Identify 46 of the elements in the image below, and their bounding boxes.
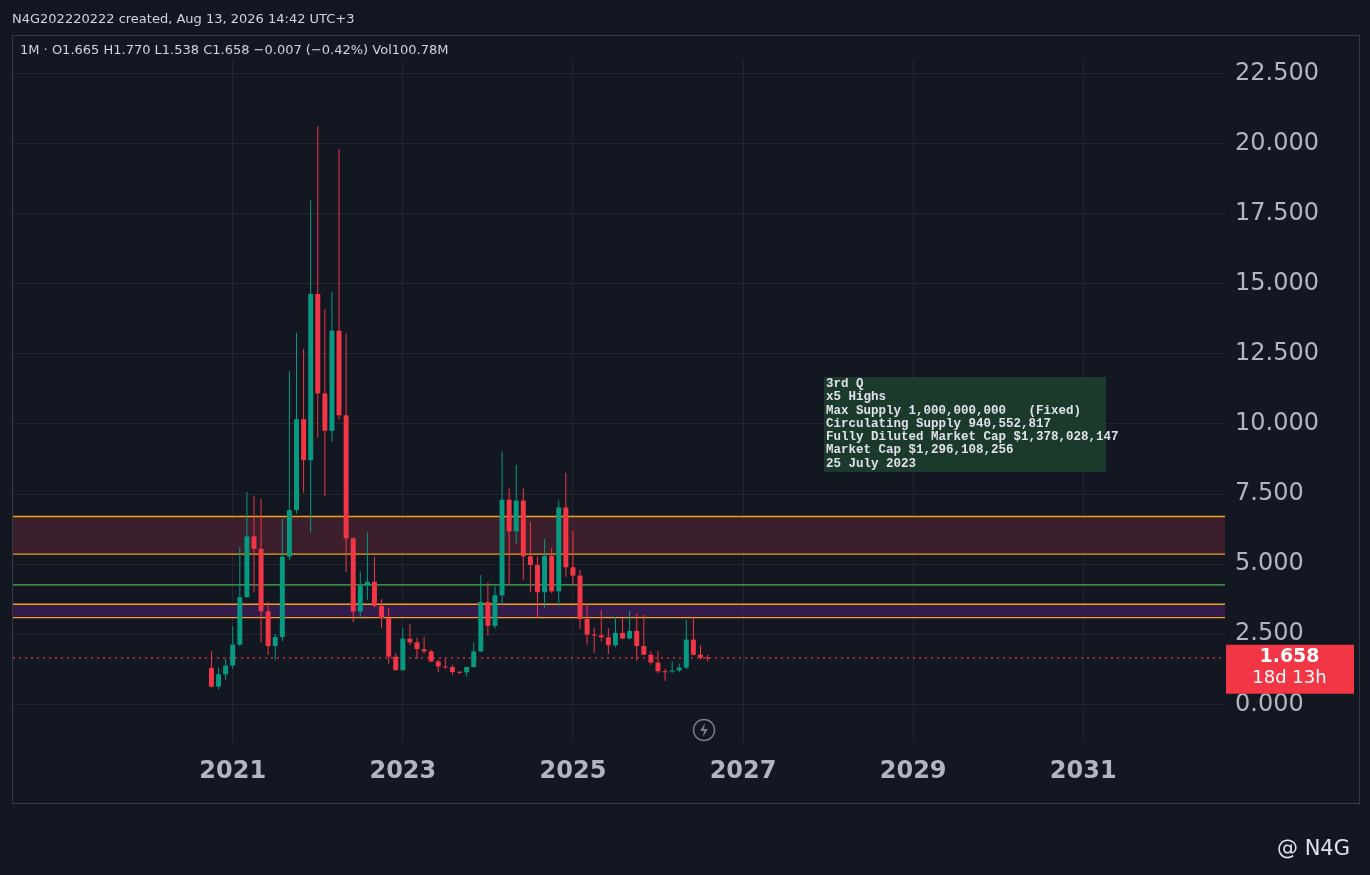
annotation: Fully Diluted Market Cap $1,378,028,147	[826, 430, 1119, 445]
candlestick	[230, 625, 236, 670]
annotation: Circulating Supply 940,552,817	[826, 416, 1052, 431]
candlestick	[527, 521, 533, 593]
y-tick-label: 17.500	[1235, 197, 1319, 226]
annotation: x5 Highs	[826, 390, 887, 405]
y-tick-label: 5.000	[1235, 548, 1304, 577]
chart-title: N4G202220222 created, Aug 13, 2026 14:42 UTC+3	[12, 11, 355, 26]
y-tick-label: 22.500	[1235, 57, 1319, 86]
candlestick	[584, 603, 590, 646]
y-tick-label: 12.500	[1235, 338, 1319, 367]
candlestick	[471, 641, 477, 669]
candlestick	[641, 614, 647, 656]
y-tick-label: 7.500	[1235, 478, 1304, 507]
x-tick-label: 2025	[539, 755, 607, 784]
x-tick-label: 2023	[369, 755, 437, 784]
annotation: 3rd Q	[826, 377, 864, 391]
candlestick	[612, 616, 618, 648]
candlestick	[421, 636, 427, 655]
candlestick	[598, 609, 604, 642]
candlestick	[272, 633, 278, 662]
candlestick	[485, 582, 491, 636]
candlestick	[570, 530, 576, 586]
text: @ N4G	[1276, 836, 1350, 860]
y-tick-label: 15.000	[1235, 268, 1319, 297]
candlestick	[648, 650, 654, 666]
candlestick	[662, 668, 668, 682]
candlestick	[379, 598, 385, 629]
annotation: Max Supply 1,000,000,000 (Fixed)	[826, 403, 1082, 418]
candlestick	[627, 610, 633, 640]
candlestick	[223, 657, 229, 681]
x-tick-label: 2031	[1049, 755, 1117, 784]
chart-subtitle: 1M · O1.665 H1.770 L1.538 C1.658 −0.007 (−0.42%) Vol100.78M	[20, 42, 449, 57]
candlestick	[690, 616, 696, 657]
candlestick	[591, 627, 597, 654]
x-tick-label: 2029	[879, 755, 947, 784]
y-tick-label: 20.000	[1235, 127, 1319, 156]
y-tick-label: 0.000	[1235, 688, 1304, 717]
x-tick-label: 2021	[199, 755, 267, 784]
x-tick-label: 2027	[709, 755, 777, 784]
y-tick-label: 10.000	[1235, 408, 1319, 437]
candlestick	[216, 667, 222, 690]
candlestick	[364, 531, 370, 601]
annotation: Market Cap $1,296,108,256	[826, 443, 1014, 458]
annotation: 25 July 2023	[826, 456, 917, 471]
candlestick	[605, 627, 611, 655]
